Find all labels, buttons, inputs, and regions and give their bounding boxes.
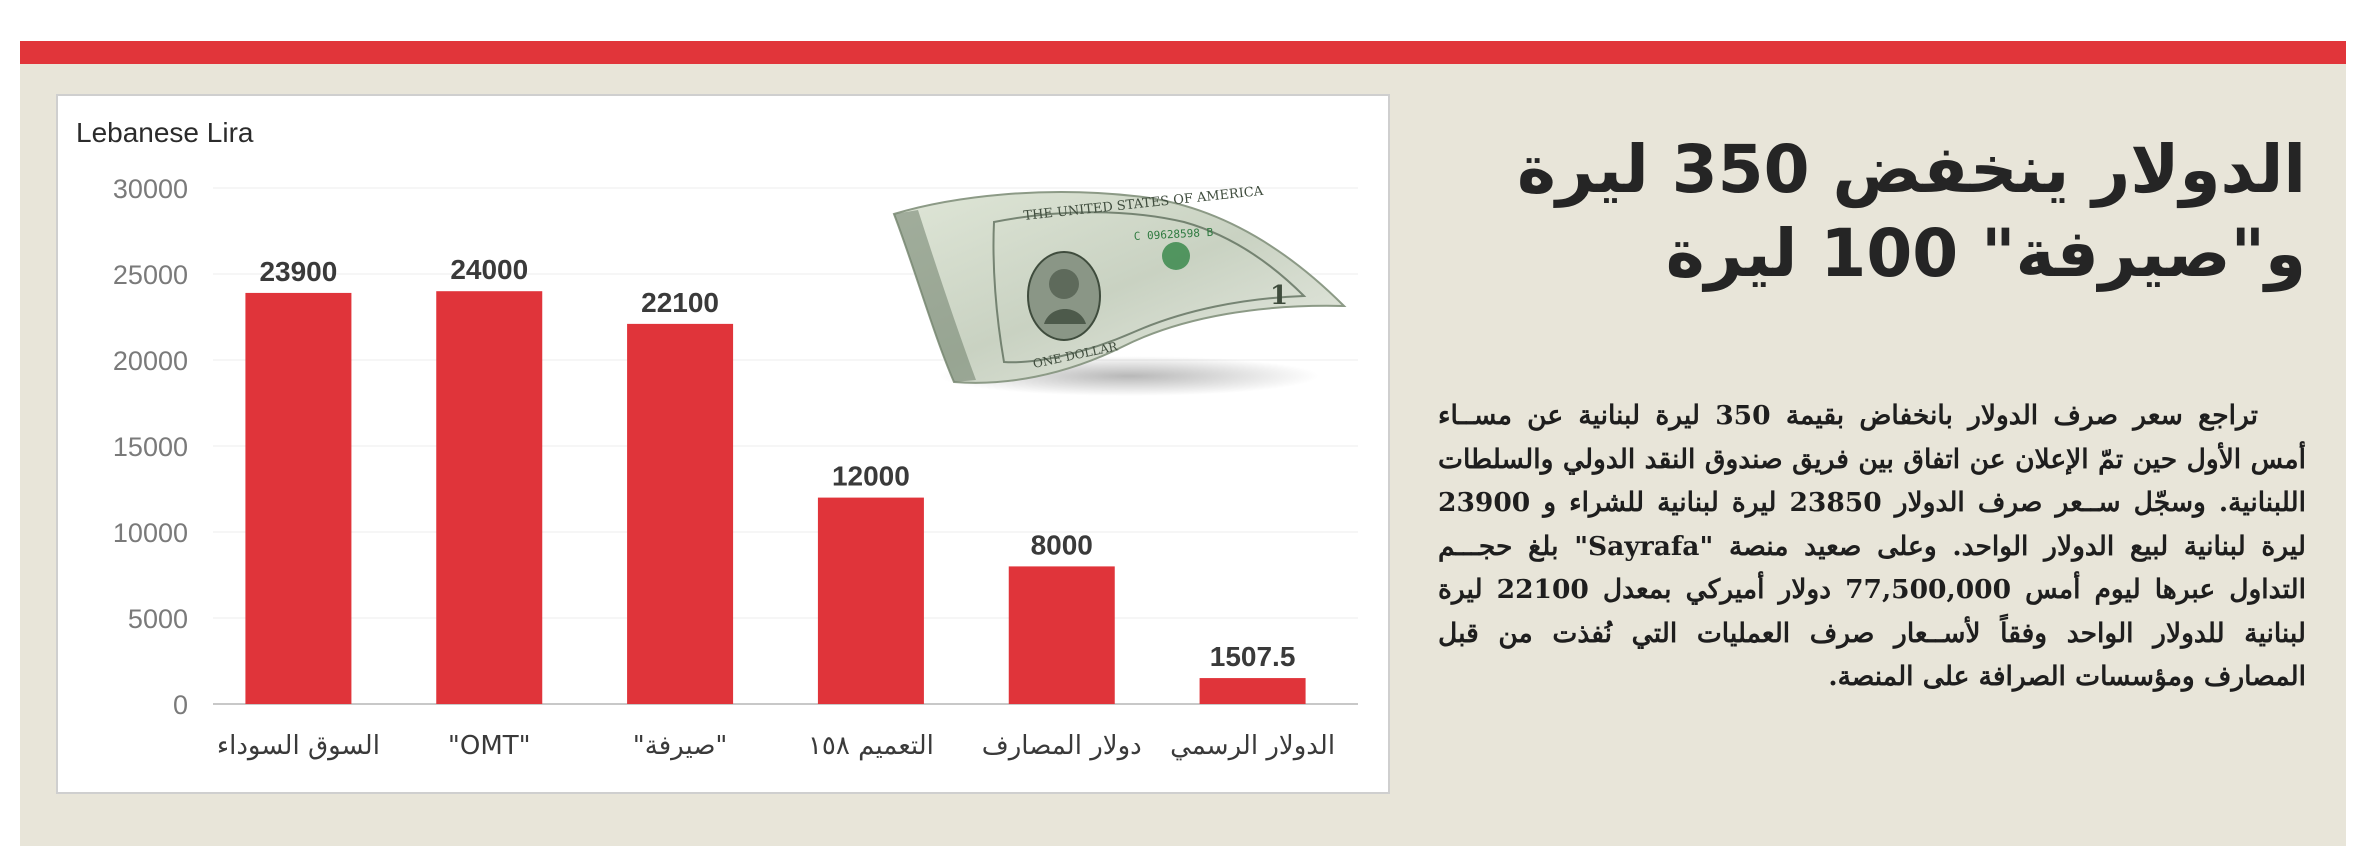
bar xyxy=(817,497,924,704)
bar-value-label: 8000 xyxy=(1031,529,1093,560)
bar xyxy=(245,292,352,704)
bill-denomination-text: 1 xyxy=(1270,281,1288,311)
x-tick-label: الدولار الرسمي xyxy=(1170,731,1335,761)
article-headline: الدولار ينخفض 350 ليرة و"صيرفة" 100 ليرة xyxy=(1517,131,2307,292)
bar-chart: Lebanese Lira 0 5000 10000 15000 20000 25000 30… xyxy=(76,117,1358,761)
y-axis-label: Lebanese Lira xyxy=(76,117,254,148)
article-body: تراجع سعر صرف الدولار بانخفاض بقيمة 350 … xyxy=(1438,400,2306,692)
top-accent-bar xyxy=(20,41,2346,64)
y-tick-label: 0 xyxy=(173,690,188,720)
y-tick-label: 25000 xyxy=(113,260,188,290)
bill-serial-text: C 09628598 B xyxy=(1133,226,1213,243)
y-tick-label: 30000 xyxy=(113,174,188,204)
bar xyxy=(436,291,543,704)
bar-value-label: 12000 xyxy=(832,461,910,492)
x-tick-label: التعميم ١٥٨ xyxy=(808,731,934,761)
dollar-bill-icon: THE UNITED STATES OF AMERICA C 09628598 … xyxy=(892,186,1347,396)
bar xyxy=(1008,566,1115,704)
x-tick-label: السوق السوداء xyxy=(217,731,380,761)
y-tick-label: 10000 xyxy=(113,518,188,548)
x-tick-label: دولار المصارف xyxy=(982,731,1142,761)
x-tick-label: "OMT" xyxy=(448,731,531,761)
bar-value-label: 22100 xyxy=(641,287,719,318)
y-tick-label: 5000 xyxy=(128,604,188,634)
bar xyxy=(627,323,734,704)
x-tick-label: "صيرفة" xyxy=(633,731,728,761)
bar-value-label: 1507.5 xyxy=(1210,641,1296,672)
bar-value-label: 24000 xyxy=(450,254,528,285)
bar xyxy=(1199,678,1306,704)
y-tick-label: 15000 xyxy=(113,432,188,462)
y-tick-label: 20000 xyxy=(113,346,188,376)
bar-value-label: 23900 xyxy=(259,256,337,287)
